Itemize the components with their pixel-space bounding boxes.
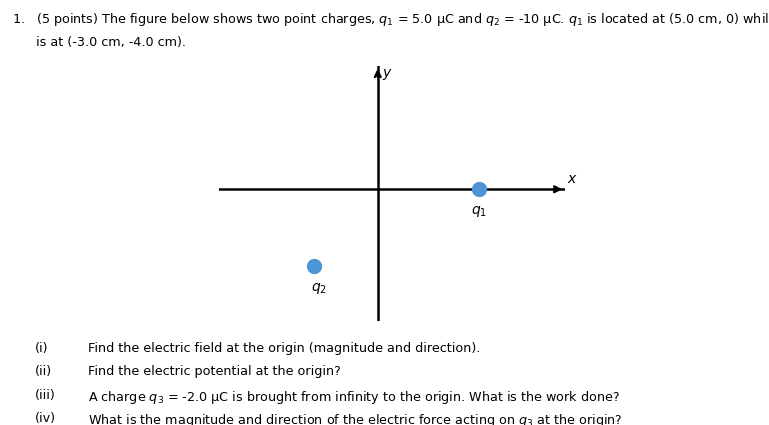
Text: Find the electric field at the origin (magnitude and direction).: Find the electric field at the origin (m… bbox=[88, 342, 481, 355]
Text: 1.   (5 points) The figure below shows two point charges, $q_1$ = 5.0 μC and $q_: 1. (5 points) The figure below shows two… bbox=[12, 11, 769, 28]
Text: (iii): (iii) bbox=[35, 389, 55, 402]
Text: $q_2$: $q_2$ bbox=[311, 281, 327, 296]
Text: A charge $q_3$ = -2.0 μC is brought from infinity to the origin. What is the wor: A charge $q_3$ = -2.0 μC is brought from… bbox=[88, 389, 621, 406]
Text: $x$: $x$ bbox=[567, 172, 578, 186]
Text: Find the electric potential at the origin?: Find the electric potential at the origi… bbox=[88, 366, 341, 379]
Point bbox=[472, 186, 485, 193]
Text: (iv): (iv) bbox=[35, 412, 55, 425]
Text: (i): (i) bbox=[35, 342, 48, 355]
Text: (ii): (ii) bbox=[35, 366, 52, 379]
Text: What is the magnitude and direction of the electric force acting on $q_3$ at the: What is the magnitude and direction of t… bbox=[88, 412, 623, 425]
Text: $q_1$: $q_1$ bbox=[471, 204, 487, 219]
Text: $y$: $y$ bbox=[382, 67, 393, 82]
Text: is at (-3.0 cm, -4.0 cm).: is at (-3.0 cm, -4.0 cm). bbox=[12, 36, 185, 49]
Point bbox=[308, 263, 321, 269]
